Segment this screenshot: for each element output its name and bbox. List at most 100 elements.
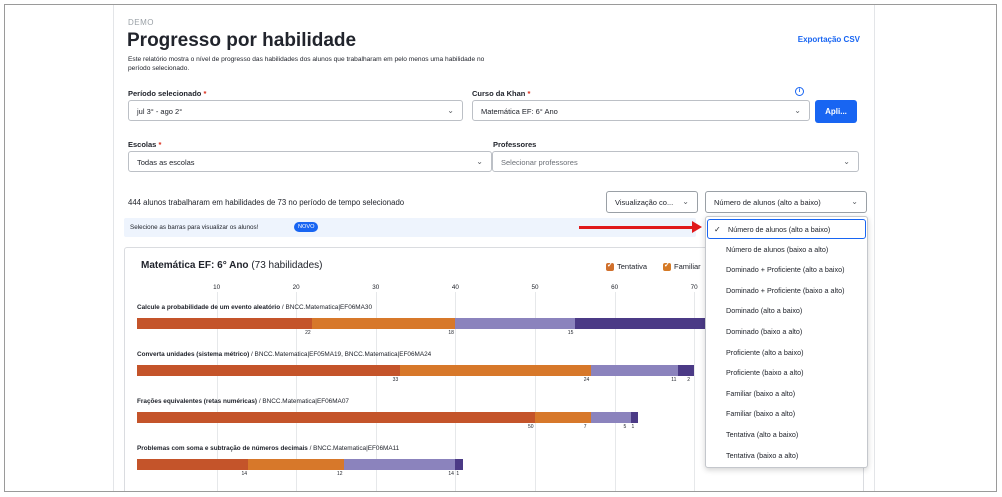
sort-option-label: Familiar (baixo a alto)	[726, 409, 796, 419]
sort-select[interactable]: Número de alunos (alto a baixo) ⌄	[705, 191, 867, 213]
bar-segment[interactable]	[343, 459, 456, 470]
period-value: jul 3° - ago 2°	[137, 107, 183, 116]
chevron-down-icon: ⌄	[851, 197, 858, 206]
bar-segment[interactable]	[590, 365, 679, 376]
sort-option[interactable]: Número de alunos (baixo a alto)	[706, 240, 867, 260]
sort-option-label: Número de alunos (baixo a alto)	[726, 244, 829, 254]
sort-option[interactable]: Tentativa (alto a baixo)	[706, 425, 867, 445]
segment-value-label: 15	[567, 330, 574, 336]
sort-option-label: Dominado + Proficiente (alto a baixo)	[726, 265, 845, 275]
skill-codes: / BNCC.Matematica|EF06MA11	[307, 445, 400, 452]
teachers-placeholder: Selecionar professores	[501, 158, 578, 167]
sort-option[interactable]: Familiar (baixo a alto)	[706, 404, 867, 424]
x-tick-label: 70	[690, 284, 698, 291]
x-tick-label: 50	[531, 284, 539, 291]
sort-option[interactable]: Familiar (baixo a alto)	[706, 384, 867, 404]
skill-name: Problemas com soma e subtração de número…	[137, 445, 308, 452]
chart-title: Matemática EF: 6° Ano (73 habilidades)	[141, 260, 323, 271]
chart-title-count: (73 habilidades)	[251, 260, 323, 271]
segment-value-label: 50	[528, 424, 534, 430]
teachers-select[interactable]: Selecionar professores ⌄	[492, 151, 859, 172]
schools-value: Todas as escolas	[137, 158, 195, 167]
sort-label: Número de alunos (alto a baixo)	[714, 198, 821, 207]
skill-codes: / BNCC.Matematica|EF05MA19, BNCC.Matemat…	[249, 351, 432, 358]
bar-segment[interactable]	[137, 365, 400, 376]
chevron-down-icon: ⌄	[682, 197, 689, 206]
bar-segment[interactable]	[455, 459, 464, 470]
check-icon: ✓	[714, 225, 721, 234]
sort-option[interactable]: Dominado (alto a baixo)	[706, 301, 867, 321]
segment-value-label: 1	[456, 471, 460, 477]
sort-option[interactable]: Tentativa (baixo a alto)	[706, 446, 867, 466]
segment-value-label: 22	[305, 330, 311, 336]
info-icon[interactable]: i	[795, 87, 804, 96]
segment-value-label: 14	[241, 471, 247, 477]
skill-label: Converta unidades (sistema métrico) / BN…	[137, 351, 431, 358]
bar-segment[interactable]	[399, 365, 591, 376]
segment-value-label: 2	[687, 377, 690, 383]
bar-segment[interactable]	[248, 459, 344, 470]
sort-option[interactable]: Dominado + Proficiente (alto a baixo)	[706, 260, 867, 280]
view-mode-button[interactable]: Visualização co... ⌄	[606, 191, 698, 213]
x-tick-label: 40	[451, 284, 459, 291]
bar-segment[interactable]	[137, 318, 313, 329]
skill-codes: / BNCC.Matematica|EF06MA07	[257, 398, 349, 405]
segment-value-label: 24	[583, 377, 590, 383]
checkbox-icon	[663, 261, 671, 271]
sort-option[interactable]: ✓ Número de alunos (alto a baixo)	[707, 219, 866, 239]
legend-item-tentativa[interactable]: Tentativa	[606, 261, 648, 271]
legend-label: Familiar	[674, 262, 701, 271]
course-label-text: Curso da Khan	[472, 89, 526, 98]
segment-value-label: 5	[623, 424, 627, 430]
segment-value-label: 1	[631, 424, 635, 430]
chart-card: Matemática EF: 6° Ano (73 habilidades) T…	[124, 247, 864, 491]
sort-option[interactable]: Proficiente (baixo a alto)	[706, 363, 867, 383]
segment-value-label: 14	[448, 471, 454, 477]
checkbox-icon	[606, 261, 614, 271]
period-select[interactable]: jul 3° - ago 2° ⌄	[128, 100, 463, 121]
skill-codes: / BNCC.Matematica|EF06MA30	[280, 304, 372, 311]
bar-segment[interactable]	[590, 412, 631, 423]
gridline	[614, 292, 616, 491]
teachers-label: Professores	[493, 140, 537, 149]
segment-value-label: 11	[671, 377, 677, 383]
annotation-arrow-head	[692, 221, 702, 233]
schools-label-text: Escolas	[128, 140, 157, 149]
info-banner: Selecione as barras para visualizar os a…	[124, 218, 696, 237]
export-csv-link[interactable]: Exportação CSV	[797, 35, 860, 44]
screenshot-frame: DEMO Progresso por habilidade Este relat…	[4, 4, 997, 492]
sort-option-label: Familiar (baixo a alto)	[726, 388, 796, 398]
schools-label: Escolas *	[128, 140, 161, 149]
skill-name: Calcule a probabilidade de um evento ale…	[137, 304, 281, 311]
sort-option[interactable]: Dominado (baixo a alto)	[706, 322, 867, 342]
sort-option[interactable]: Proficiente (alto a baixo)	[706, 343, 867, 363]
bar-segment[interactable]	[630, 412, 639, 423]
chevron-down-icon: ⌄	[843, 157, 850, 166]
bar-segment[interactable]	[312, 318, 456, 329]
demo-label: DEMO	[128, 18, 154, 27]
sort-dropdown-menu: ✓ Número de alunos (alto a baixo) Número d…	[705, 216, 868, 468]
bar-segment[interactable]	[137, 412, 535, 423]
bar-segment[interactable]	[455, 318, 575, 329]
gridline	[375, 292, 377, 491]
bar-segment[interactable]	[535, 412, 591, 423]
sort-option[interactable]: Dominado + Proficiente (baixo a alto)	[706, 281, 867, 301]
skill-name: Converta unidades (sistema métrico)	[137, 351, 250, 358]
segment-value-label: 18	[448, 330, 454, 336]
chevron-down-icon: ⌄	[447, 106, 454, 115]
view-mode-label: Visualização co...	[615, 198, 674, 207]
period-label: Período selecionado *	[128, 89, 206, 98]
legend-label: Tentativa	[617, 262, 648, 271]
apply-button[interactable]: Apli...	[815, 100, 857, 123]
x-tick-label: 20	[292, 284, 300, 291]
bar-segment[interactable]	[137, 459, 249, 470]
sort-option-label: Proficiente (baixo a alto)	[726, 368, 804, 378]
course-select[interactable]: Matemática EF: 6° Ano ⌄	[472, 100, 810, 121]
bar-segment[interactable]	[574, 318, 734, 329]
sort-option-label: Dominado (baixo a alto)	[726, 327, 803, 336]
gridline	[535, 292, 536, 491]
legend-item-familiar[interactable]: Familiar	[663, 261, 701, 271]
bar-segment[interactable]	[678, 365, 695, 376]
course-value: Matemática EF: 6° Ano	[481, 107, 558, 116]
schools-select[interactable]: Todas as escolas ⌄	[128, 151, 492, 172]
